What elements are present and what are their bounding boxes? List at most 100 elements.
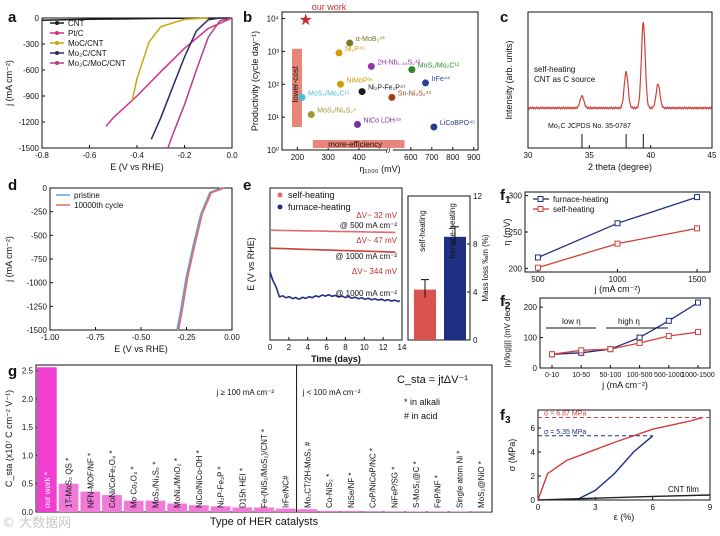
y-tick-label: 12 <box>473 192 482 201</box>
y-tick-label: -1200 <box>19 118 40 127</box>
bar <box>444 236 466 340</box>
point-label: NiCo LDH⁴⁹ <box>363 117 401 124</box>
x-tick-label: 0.00 <box>224 333 240 342</box>
legend-marker <box>537 196 544 202</box>
data-marker <box>665 317 672 324</box>
x-tick-label: 600 <box>404 153 418 162</box>
x-tick-label: 10-50 <box>572 372 590 379</box>
x-tick-label: 6 <box>324 343 329 352</box>
x-tick-label: 4 <box>305 343 310 352</box>
panel-letter: b <box>243 9 252 26</box>
category-label: IrFe/NC# <box>282 475 291 508</box>
y-tick-label: 10⁴ <box>267 15 280 24</box>
point-label: 2H-Nb₁.₃₅S₂⁴² <box>377 59 421 66</box>
legend-entry: Pt/C <box>68 29 84 38</box>
y-tick-label: 0 <box>43 184 48 193</box>
point-label: LiCoBPO⁴⁵ <box>440 120 475 127</box>
y-tick-label: 0 <box>533 364 538 373</box>
x-axis-label: Type of HER catalysts <box>210 516 319 528</box>
data-marker <box>665 333 672 340</box>
legend-entry: self-heating <box>553 205 594 214</box>
series-line <box>167 17 233 149</box>
caption: self-heating <box>534 65 575 74</box>
x-tick-label: 6 <box>650 503 655 512</box>
plot-frame-c <box>527 11 713 149</box>
y-tick-label: 10¹ <box>267 113 279 122</box>
x-tick-label: 3 <box>593 503 598 512</box>
x-axis-label: Time (days) <box>311 354 361 364</box>
category-label: Co-NiS₂ * <box>325 474 334 508</box>
y-tick-label: 200 <box>509 264 523 273</box>
bar <box>145 500 166 512</box>
cnt-film-label: CNT film <box>668 485 699 494</box>
y-tick-label: 4 <box>473 288 478 297</box>
category-label: Ni₂P-Fe₂P * <box>217 466 226 508</box>
y-axis-label: E (V vs RHE) <box>246 237 256 291</box>
data-marker <box>695 299 701 306</box>
legend-marker <box>55 41 59 45</box>
x-tick-label: 1000-1500 <box>681 372 715 379</box>
legend-entry: MoC/CNT <box>68 39 104 48</box>
bar <box>319 510 339 512</box>
bar <box>210 506 231 512</box>
plot-frame-e-bar <box>407 195 471 341</box>
formula: C_sta = jtΔV⁻¹ <box>397 374 468 386</box>
legend-marker <box>55 61 59 65</box>
x-tick-label: 8 <box>343 343 348 352</box>
plot-frame-f2 <box>539 297 711 369</box>
bar <box>414 289 436 340</box>
point-label: Ni₂P-Fe₂P⁴⁷ <box>368 85 406 92</box>
our-work-label: our work <box>312 2 347 12</box>
x-tick-label: 40 <box>646 151 655 160</box>
series-line <box>537 416 703 501</box>
bar <box>232 507 253 512</box>
bar <box>362 511 383 512</box>
category-label: CoP/NiCoP/NC * <box>369 448 378 508</box>
series-line <box>269 229 396 234</box>
annotation: ΔV~ 344 mV <box>352 267 398 276</box>
x-tick-label: 1500 <box>688 275 706 284</box>
data-marker <box>607 346 614 353</box>
x-tick-label: 500-1000 <box>654 372 684 379</box>
bar <box>341 510 361 512</box>
y-tick-label: 1.0 <box>22 451 34 460</box>
y-tick-label: 100 <box>524 334 538 343</box>
lower-cost-arrow <box>292 48 302 128</box>
x-tick-label: 0.0 <box>226 151 238 160</box>
legend-entry: furnace-heating <box>288 202 351 212</box>
y-tick-label: 0 <box>473 336 478 345</box>
y-axis-label: |η/log|j|| (mV dec⁻¹) <box>503 298 512 367</box>
x-tick-label: 900 <box>467 153 481 162</box>
panel-letter: f3 <box>500 407 511 426</box>
category-label: Mo Co₂O₄ * <box>130 467 139 509</box>
x-axis-label: ε (%) <box>614 512 635 522</box>
bar <box>80 491 101 512</box>
y-tick-label: -1500 <box>19 144 40 153</box>
x-tick-label: 50-100 <box>600 372 622 379</box>
y-axis-label: j (mA cm⁻²) <box>4 60 14 107</box>
category-label: NiCo/NiCo-OH * <box>195 450 204 508</box>
legend-marker <box>55 21 59 25</box>
point-label: α-MoB₂⁴³ <box>356 36 385 43</box>
y-tick-label: -1250 <box>27 302 48 311</box>
panel-letter: g <box>8 363 17 380</box>
data-marker <box>578 347 585 354</box>
point-label: Sn-Ni₃S₂⁴⁵ <box>398 90 432 97</box>
category-label: D15h HEI * <box>238 468 247 508</box>
legend-marker <box>55 31 59 35</box>
panel-letter: f2 <box>500 293 511 312</box>
x-tick-label: -0.4 <box>130 151 144 160</box>
panel-letter: e <box>243 177 251 194</box>
data-point <box>408 66 416 74</box>
watermark: © 大数据网 <box>2 516 72 531</box>
y-tick-label: 200 <box>524 303 538 312</box>
data-marker <box>636 334 643 341</box>
y-tick-label: -1000 <box>27 279 48 288</box>
x-tick-label: 200 <box>291 153 305 162</box>
legend-entry: pristine <box>74 191 100 200</box>
x-tick-label: -0.6 <box>83 151 97 160</box>
x-tick-label: -0.2 <box>178 151 192 160</box>
y-tick-label: -250 <box>31 208 48 217</box>
y-tick-label: -300 <box>23 40 40 49</box>
y-axis-label: Productivity (cycle day⁻¹) <box>250 31 260 131</box>
